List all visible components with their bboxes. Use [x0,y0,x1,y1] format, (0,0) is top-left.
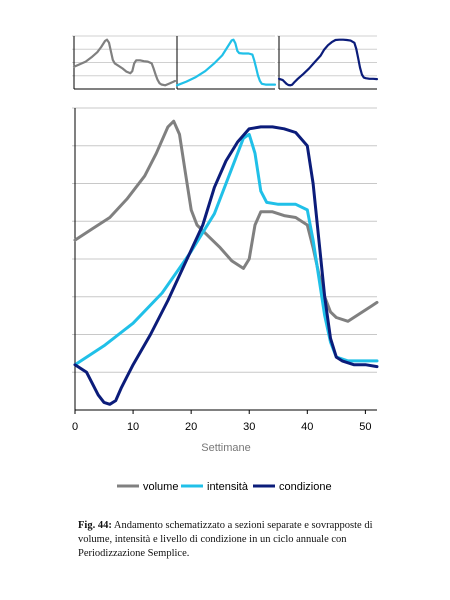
caption-label: Fig. 44: [78,520,112,531]
small-panel-condizione [277,35,379,90]
small-panel-volume [72,35,177,90]
x-tick-label: 30 [243,421,255,433]
main-grid [72,107,377,373]
small-series-line-intensità [175,38,277,87]
legend-label: condizione [279,481,332,493]
x-tick-label: 50 [359,421,371,433]
x-tick-label: 40 [301,421,313,433]
caption-text: Andamento schematizzato a sezioni separa… [78,520,373,559]
legend-label: volume [143,481,178,493]
series-line-condizione [73,125,379,406]
small-series-line-condizione [277,38,379,87]
legend-label: intensità [207,481,249,493]
series-line-intensità [73,132,379,367]
x-axis-title: Settimane [201,442,251,454]
main-axes [74,108,377,411]
legend: volume intensità condizione [117,481,332,493]
x-tick-label: 0 [72,421,78,433]
legend-item-volume: volume [117,481,178,493]
small-panel-intensità [175,35,277,90]
x-tick-label: 20 [185,421,197,433]
figure-caption: Fig. 44: Andamento schematizzato a sezio… [78,519,408,561]
small-multiples [72,35,379,90]
legend-item-condizione: condizione [253,481,332,493]
series-line-volume [73,119,379,323]
x-ticks: 0 10 20 30 40 50 [72,410,372,433]
x-tick-label: 10 [127,421,139,433]
legend-item-intensità: intensità [181,481,249,493]
small-series-line-volume [72,38,177,87]
main-series [73,119,379,406]
